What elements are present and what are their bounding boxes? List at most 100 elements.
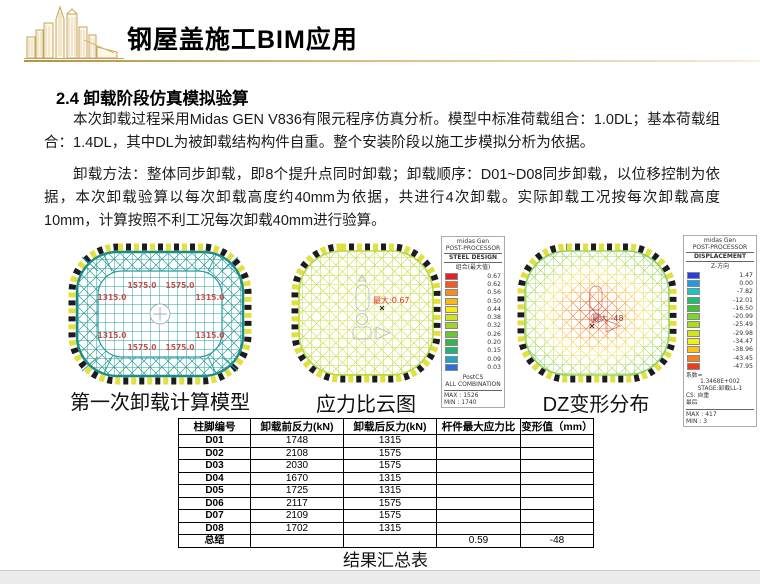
legend-scale-value: 0.44 bbox=[487, 305, 501, 313]
legend-color-swatch bbox=[445, 330, 458, 338]
table-cell bbox=[436, 434, 521, 448]
legend-footer: PostCS ALL COMBINATION bbox=[444, 374, 502, 388]
legend-scale-row: 0.62 bbox=[445, 280, 501, 288]
table-cell bbox=[520, 446, 594, 460]
table-cell: 1575 bbox=[343, 496, 437, 510]
legend-scale-value: -12.01 bbox=[733, 296, 753, 304]
legend-scale-value: -47.95 bbox=[733, 362, 753, 370]
table-cell bbox=[436, 446, 521, 460]
legend-app-name: midas Gen bbox=[456, 238, 490, 245]
table-cell bbox=[436, 459, 521, 473]
legend-scale-row: -7.82 bbox=[687, 288, 753, 296]
legend-note: 最后 bbox=[686, 399, 698, 406]
table-cell: 2030 bbox=[250, 459, 344, 473]
legend-color-swatch bbox=[445, 289, 458, 297]
legend-scale-value: 0.56 bbox=[487, 289, 501, 297]
legend-color-swatch bbox=[445, 297, 458, 305]
legend-scale-value: 0.62 bbox=[487, 280, 501, 288]
legend-scale-value: -7.82 bbox=[736, 288, 753, 296]
reaction-label: 1315.0 bbox=[98, 331, 127, 340]
legend-scale-row: 0.67 bbox=[445, 272, 501, 280]
legend-analysis-type: DISPLACEMENT bbox=[686, 253, 754, 262]
legend-scale-row: 0.00 bbox=[687, 279, 753, 287]
legend-factor-value: 1.3468E+002 bbox=[700, 379, 740, 386]
legend-color-swatch bbox=[445, 305, 458, 313]
legend-color-swatch bbox=[687, 296, 700, 304]
table-row: D07 2109 1575 bbox=[178, 509, 594, 523]
legend-color-swatch bbox=[445, 355, 458, 363]
results-table-body: D01 1748 1315 D02 2108 1575 D03 2030 1575 D04 1670… bbox=[178, 434, 594, 548]
legend-postcs: PostCS bbox=[462, 373, 484, 381]
legend-analysis-type: STEEL DESIGN bbox=[444, 254, 502, 263]
legend-processor: POST-PROCESSOR bbox=[445, 245, 501, 252]
stress-legend: midas Gen POST-PROCESSOR STEEL DESIGN 组合… bbox=[441, 236, 505, 408]
table-row: D01 1748 1315 bbox=[178, 434, 594, 448]
reaction-label: 1315.0 bbox=[98, 293, 127, 302]
legend-scale-row: -38.96 bbox=[687, 346, 753, 354]
fig-dz-displacement: 最大 -48 bbox=[508, 238, 684, 389]
legend-scale-value: 0.50 bbox=[487, 297, 501, 305]
reaction-label: 1575.0 bbox=[166, 343, 195, 352]
legend-scale-value: -43.45 bbox=[733, 354, 753, 362]
table-cell: 1315 bbox=[343, 471, 437, 485]
table-row: D04 1670 1315 bbox=[178, 471, 594, 485]
table-cell: 1315 bbox=[343, 521, 437, 535]
table-cell: 2109 bbox=[250, 509, 344, 523]
legend-scale-row: 0.20 bbox=[445, 338, 501, 347]
table-cell: 2108 bbox=[250, 446, 344, 460]
results-table: 柱脚编号 卸载前反力(kN) 卸载后反力(kN) 杆件最大应力比 变形值（mm） D01… bbox=[178, 418, 594, 548]
legend-header: midas Gen POST-PROCESSOR bbox=[444, 238, 502, 254]
legend-scale-value: 0.03 bbox=[487, 363, 501, 371]
legend-scale-value: 0.15 bbox=[487, 347, 501, 355]
legend-color-swatch bbox=[445, 347, 458, 355]
table-row: D06 2117 1575 bbox=[178, 496, 594, 510]
legend-scale-row: -29.98 bbox=[687, 329, 753, 337]
fig-caption-dz: DZ变形分布 bbox=[542, 394, 650, 416]
table-cell: D04 bbox=[178, 471, 251, 485]
table-row: D08 1702 1315 bbox=[178, 521, 594, 535]
legend-subtitle: Z-方向 bbox=[710, 263, 730, 270]
table-cell bbox=[436, 496, 521, 510]
table-cell bbox=[520, 521, 594, 535]
legend-scale-row: -43.45 bbox=[687, 354, 753, 362]
legend-scale-value: 0.20 bbox=[487, 339, 501, 347]
displacement-legend: midas Gen POST-PROCESSOR DISPLACEMENT Z-… bbox=[683, 235, 757, 427]
table-cell bbox=[520, 459, 594, 473]
header-divider bbox=[24, 60, 760, 62]
legend-scale-row: 0.26 bbox=[445, 330, 501, 338]
table-row: D05 1725 1315 bbox=[178, 484, 594, 498]
table-row: D02 2108 1575 bbox=[178, 446, 594, 460]
legend-scale-row: 0.50 bbox=[445, 297, 501, 305]
reaction-label: 1315.0 bbox=[196, 293, 225, 302]
legend-scale-value: -20.99 bbox=[733, 313, 753, 321]
table-row: 总结 0.59 -48 bbox=[178, 534, 594, 548]
table-cell: 1670 bbox=[250, 471, 344, 485]
legend-scale-value: 0.09 bbox=[487, 355, 501, 363]
legend-scale-row: 0.03 bbox=[445, 363, 501, 371]
legend-min: MIN : 3 bbox=[686, 417, 708, 425]
legend-scale-value: -16.50 bbox=[733, 304, 753, 312]
column-header: 柱脚编号 bbox=[178, 418, 251, 435]
table-cell: 2117 bbox=[250, 496, 344, 510]
section-heading: 2.4 卸载阶段仿真模拟验算 bbox=[56, 90, 249, 108]
legend-scale-row: 0.15 bbox=[445, 347, 501, 355]
legend-stage: STAGE:卸载LL-1 bbox=[697, 386, 743, 393]
legend-minmax: MAX : 417 MIN : 3 bbox=[686, 408, 754, 425]
legend-color-swatch bbox=[687, 338, 700, 346]
legend-scale-row: 1.47 bbox=[687, 271, 753, 279]
table-cell: 1315 bbox=[343, 484, 437, 498]
legend-scale-row: -25.49 bbox=[687, 321, 753, 329]
table-cell bbox=[520, 434, 594, 448]
fig-caption-stress: 应力比云图 bbox=[316, 394, 416, 416]
legend-color-scale: 1.47 0.00 -7.82 -12.01 -16.50 -20.99 -25.49 -29… bbox=[686, 271, 754, 371]
legend-color-swatch bbox=[687, 346, 700, 354]
legend-scale-value: -38.96 bbox=[733, 346, 753, 354]
fig-caption-model: 第一次卸载计算模型 bbox=[70, 392, 250, 414]
legend-color-swatch bbox=[687, 279, 700, 287]
table-cell bbox=[436, 484, 521, 498]
table-cell bbox=[520, 471, 594, 485]
legend-color-swatch bbox=[445, 322, 458, 330]
legend-subtitle: 组合(最大值) bbox=[455, 264, 491, 271]
legend-scale-row: 0.44 bbox=[445, 305, 501, 313]
